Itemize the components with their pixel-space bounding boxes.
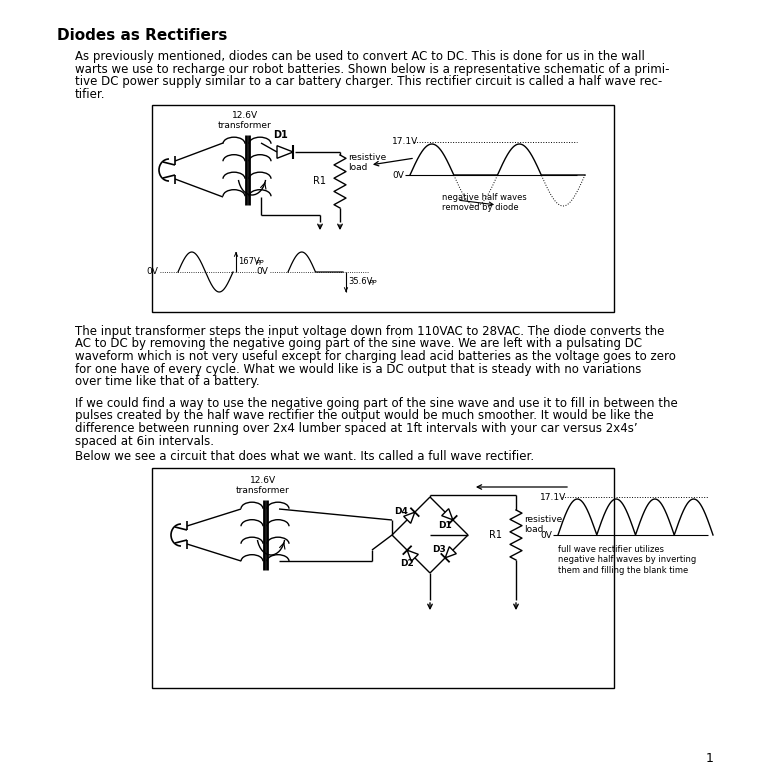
Bar xyxy=(152,468,614,688)
Text: resistive
load: resistive load xyxy=(348,153,386,172)
Text: R1: R1 xyxy=(489,530,502,540)
Text: If we could find a way to use the negative going part of the sine wave and use i: If we could find a way to use the negati… xyxy=(75,397,677,410)
Text: tifier.: tifier. xyxy=(75,88,105,101)
Text: PP: PP xyxy=(256,260,264,266)
Text: Diodes as Rectifiers: Diodes as Rectifiers xyxy=(57,28,227,43)
Text: D2: D2 xyxy=(400,559,414,568)
Text: pulses created by the half wave rectifier the output would be much smoother. It : pulses created by the half wave rectifie… xyxy=(75,409,654,422)
Text: R1: R1 xyxy=(313,177,326,187)
Text: spaced at 6in intervals.: spaced at 6in intervals. xyxy=(75,435,214,448)
Text: Below we see a circuit that does what we want. Its called a full wave rectifier.: Below we see a circuit that does what we… xyxy=(75,450,534,463)
Text: 17.1V: 17.1V xyxy=(392,137,419,147)
Text: tive DC power supply similar to a car battery charger. This rectifier circuit is: tive DC power supply similar to a car ba… xyxy=(75,75,662,88)
Text: warts we use to recharge our robot batteries. Shown below is a representative sc: warts we use to recharge our robot batte… xyxy=(75,62,670,75)
Text: 0V: 0V xyxy=(392,170,404,180)
Text: 167V: 167V xyxy=(238,257,260,266)
Text: difference between running over 2x4 lumber spaced at 1ft intervals with your car: difference between running over 2x4 lumb… xyxy=(75,422,637,435)
Text: 0V: 0V xyxy=(256,267,268,276)
Text: 0V: 0V xyxy=(540,531,552,539)
Text: 17.1V: 17.1V xyxy=(540,492,566,502)
Text: 12.6V
transformer: 12.6V transformer xyxy=(218,111,272,130)
Text: resistive
load: resistive load xyxy=(524,515,562,535)
Text: D1: D1 xyxy=(273,130,288,140)
Bar xyxy=(152,105,614,312)
Text: The input transformer steps the input voltage down from 110VAC to 28VAC. The dio: The input transformer steps the input vo… xyxy=(75,325,664,338)
Text: 12.6V
transformer: 12.6V transformer xyxy=(236,475,290,495)
Text: waveform which is not very useful except for charging lead acid batteries as the: waveform which is not very useful except… xyxy=(75,350,676,363)
Text: D3: D3 xyxy=(432,545,446,554)
Text: 0V: 0V xyxy=(146,267,158,276)
Text: over time like that of a battery.: over time like that of a battery. xyxy=(75,375,260,388)
Text: PP: PP xyxy=(369,280,378,286)
Text: 1: 1 xyxy=(706,752,714,765)
Text: D4: D4 xyxy=(394,507,408,516)
Text: D1: D1 xyxy=(438,521,452,531)
Text: for one have of every cycle. What we would like is a DC output that is steady wi: for one have of every cycle. What we wou… xyxy=(75,362,641,376)
Text: 35.6V: 35.6V xyxy=(348,277,372,286)
Text: AC to DC by removing the negative going part of the sine wave. We are left with : AC to DC by removing the negative going … xyxy=(75,337,642,350)
Text: negative half waves
removed by diode: negative half waves removed by diode xyxy=(442,193,527,213)
Text: full wave rectifier utilizes
negative half waves by inverting
them and filling t: full wave rectifier utilizes negative ha… xyxy=(558,545,697,574)
Text: As previously mentioned, diodes can be used to convert AC to DC. This is done fo: As previously mentioned, diodes can be u… xyxy=(75,50,645,63)
